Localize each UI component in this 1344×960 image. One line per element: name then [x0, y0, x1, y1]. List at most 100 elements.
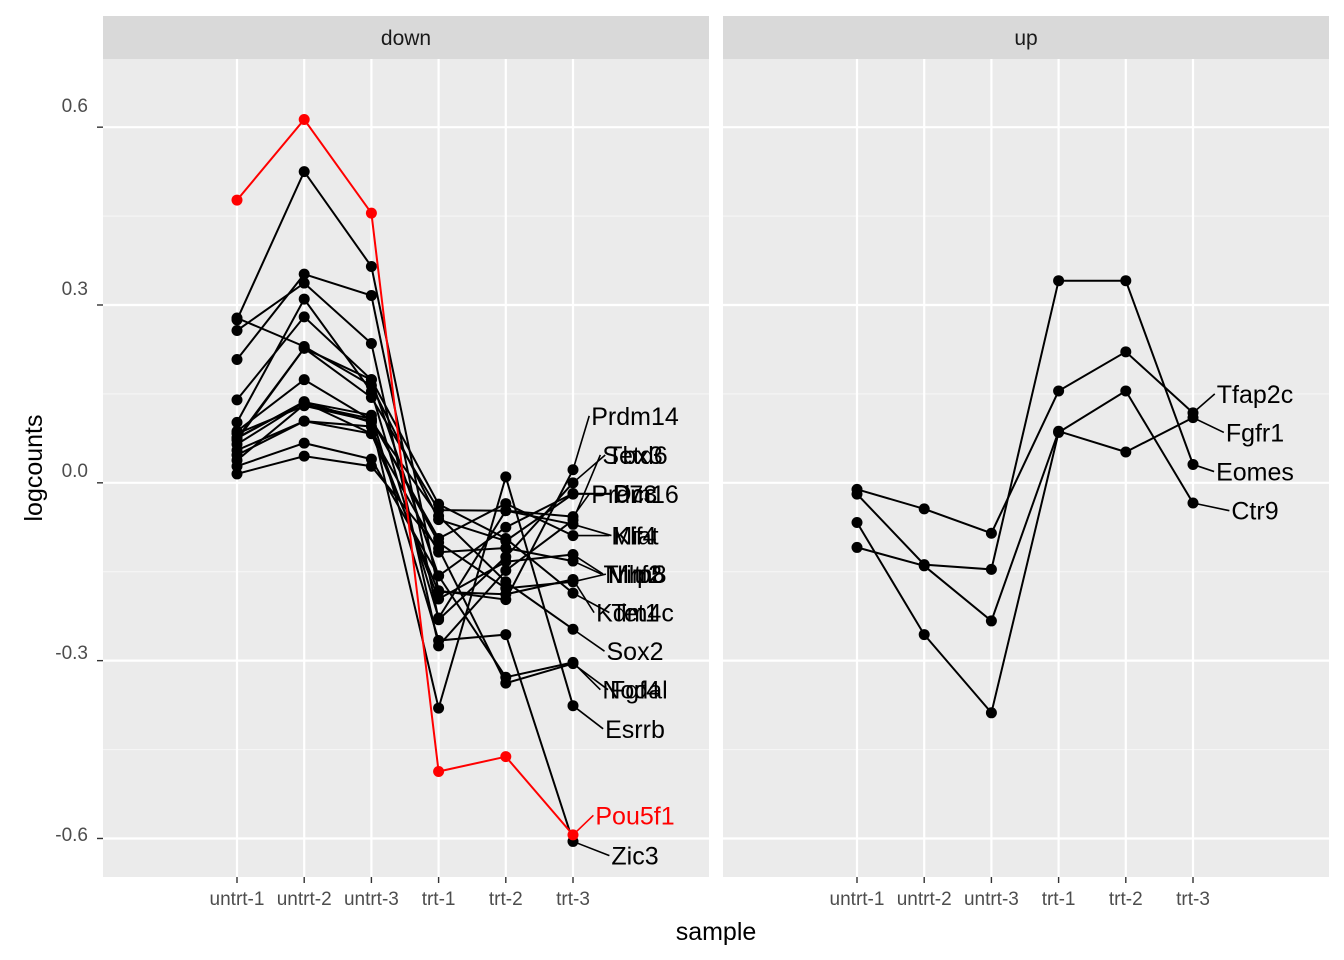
data-point	[298, 166, 310, 178]
data-point	[231, 460, 243, 472]
data-point	[500, 565, 512, 577]
y-tick-label: -0.3	[55, 643, 88, 664]
label-leader	[572, 705, 604, 730]
data-point	[985, 563, 997, 575]
gene-label: Eomes	[1216, 459, 1294, 487]
data-point	[985, 707, 997, 719]
gene-label: Trim8	[604, 561, 667, 589]
data-point	[851, 488, 863, 500]
data-point	[365, 374, 377, 386]
data-point	[433, 498, 445, 510]
gene-label: Fgf4	[610, 677, 660, 705]
gene-label: Nodal	[602, 677, 667, 705]
series-line	[236, 455, 574, 685]
label-leader	[572, 560, 602, 575]
gene-labels: Tfap2c Fgfr1 Eomes Ctr9	[1192, 381, 1294, 526]
data-point	[985, 615, 997, 627]
label-leader	[1192, 502, 1230, 512]
data-point	[918, 629, 930, 641]
data-point	[433, 612, 445, 624]
data-point	[433, 570, 445, 582]
label-leader	[572, 579, 595, 614]
strip-down	[103, 16, 709, 59]
x-axis-title: sample	[676, 918, 757, 946]
label-leader	[572, 573, 607, 583]
data-point	[231, 416, 243, 428]
data-point	[231, 444, 243, 456]
data-point	[500, 533, 512, 545]
series-line	[856, 416, 1194, 623]
series-line	[856, 279, 1194, 571]
data-point	[365, 460, 377, 472]
data-point	[1053, 426, 1065, 438]
data-point	[298, 311, 310, 323]
data-point	[231, 394, 243, 406]
label-leader	[572, 662, 609, 691]
series-line	[236, 404, 574, 631]
gridlines	[723, 59, 1329, 877]
series-line	[236, 347, 574, 594]
y-axis: 0.6 0.3 0.0 -0.3 -0.6	[55, 96, 88, 846]
label-leader	[572, 523, 612, 537]
data-point	[500, 556, 512, 568]
data-point	[1120, 346, 1132, 358]
data-point	[500, 588, 512, 600]
data-point	[298, 342, 310, 354]
gene-label: Zic3	[611, 843, 658, 871]
gene-label: Miat	[611, 523, 658, 551]
data-point	[918, 559, 930, 571]
data-point	[298, 268, 310, 280]
strip-up	[723, 16, 1329, 59]
series-line	[856, 350, 1194, 535]
series-ctr9	[851, 385, 1199, 719]
data-point	[231, 432, 243, 444]
data-point	[298, 277, 310, 289]
data-point	[1120, 446, 1132, 458]
gene-label: Prdm16	[591, 481, 679, 509]
gene-label: Mltf2	[608, 561, 662, 589]
label-leader	[572, 592, 610, 614]
x-axis: untrt-1 untrt-2 untrt-3 trt-1 trt-2 trt-3	[97, 126, 590, 910]
x-tick-label: trt-1	[422, 889, 456, 910]
label-leader	[1192, 463, 1215, 473]
x-tick-label: untrt-3	[964, 889, 1019, 910]
gene-label: Ctr9	[1231, 498, 1278, 526]
label-leader	[1192, 393, 1216, 414]
data-point	[985, 527, 997, 539]
data-point	[365, 338, 377, 350]
series-line	[856, 389, 1194, 715]
x-tick-label: untrt-2	[897, 889, 952, 910]
data-point	[918, 503, 930, 515]
data-point	[433, 510, 445, 522]
x-tick-label: trt-3	[556, 889, 590, 910]
label-leader	[1192, 416, 1225, 434]
gene-label: Dcc	[613, 480, 656, 508]
gene-label: Setd6	[602, 442, 667, 470]
data-point	[433, 543, 445, 555]
data-point	[298, 415, 310, 427]
x-tick-label: trt-1	[1042, 889, 1076, 910]
data-point	[433, 634, 445, 646]
data-point	[298, 293, 310, 305]
data-point	[298, 113, 310, 125]
series-line	[236, 169, 574, 601]
data-point	[365, 207, 377, 219]
data-point	[851, 517, 863, 529]
data-point	[298, 374, 310, 386]
data-point	[231, 194, 243, 206]
data-point	[433, 765, 445, 777]
data-point	[298, 396, 310, 408]
gene-label: Tfap2c	[1217, 381, 1293, 409]
series-tfap2c	[851, 346, 1199, 539]
gene-label: Pou5f1	[595, 802, 674, 830]
data-point	[500, 629, 512, 641]
x-tick-label: untrt-3	[344, 889, 399, 910]
series-line	[236, 273, 574, 622]
gene-label: Fgfr1	[1226, 419, 1284, 447]
x-tick-label: untrt-2	[277, 889, 332, 910]
series-layer	[851, 275, 1199, 719]
data-point	[365, 409, 377, 421]
